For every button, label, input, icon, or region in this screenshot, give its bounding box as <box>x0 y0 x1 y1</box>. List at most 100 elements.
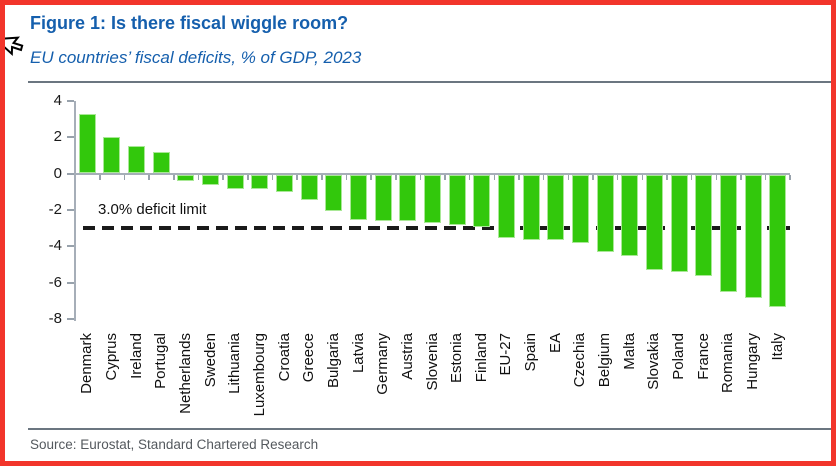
x-label-slovenia: Slovenia <box>423 333 441 391</box>
bar-malta <box>621 175 639 256</box>
bar-germany <box>374 175 392 222</box>
x-label-greece: Greece <box>300 333 318 383</box>
x-label-luxembourg: Luxembourg <box>250 333 268 417</box>
bar-hungary <box>744 175 762 298</box>
cursor-icon <box>5 25 27 62</box>
x-label-ireland: Ireland <box>127 333 145 379</box>
x-tick-7 <box>247 174 249 180</box>
x-tick-17 <box>493 174 496 180</box>
y-tick--8 <box>67 318 74 321</box>
x-label-romania: Romania <box>719 333 737 394</box>
bar-cyprus <box>103 137 121 173</box>
bar-romania <box>719 175 737 293</box>
x-tick-8 <box>271 174 274 180</box>
x-tick-10 <box>321 174 323 180</box>
y-tick-label--2: -2 <box>48 201 62 219</box>
bar-spain <box>522 175 540 240</box>
x-tick-26 <box>715 174 718 180</box>
bar-slovenia <box>424 175 441 224</box>
x-label-cyprus: Cyprus <box>102 333 120 381</box>
bar-slovakia <box>645 175 663 271</box>
x-label-netherlands: Netherlands <box>176 333 194 414</box>
bar-lithuania <box>226 175 244 189</box>
bar-france <box>695 175 713 276</box>
bar-belgium <box>596 175 614 253</box>
bar-greece <box>300 175 318 200</box>
y-tick-label-0: 0 <box>53 164 62 182</box>
y-tick-4 <box>67 100 74 103</box>
y-tick-0 <box>67 172 74 175</box>
x-tick-12 <box>370 174 372 180</box>
x-label-bulgaria: Bulgaria <box>324 333 342 389</box>
x-label-belgium: Belgium <box>596 333 614 388</box>
x-tick-6 <box>222 174 224 180</box>
y-tick-label-4: 4 <box>53 92 62 110</box>
fiscal-deficit-chart: 3.0% deficit limit 4 2 0 -2 -4 -6 -8 Denmark Cyp… <box>5 5 831 461</box>
y-tick--2 <box>67 209 74 212</box>
bar-eu-27 <box>497 175 515 238</box>
x-label-germany: Germany <box>374 333 392 395</box>
x-tick-13 <box>395 174 397 180</box>
x-label-austria: Austria <box>398 333 416 380</box>
x-label-lithuania: Lithuania <box>226 333 244 394</box>
x-tick-4 <box>173 174 175 180</box>
y-axis-line <box>74 101 76 321</box>
x-label-latvia: Latvia <box>349 333 367 374</box>
x-label-ea: EA <box>546 333 564 354</box>
x-label-estonia: Estonia <box>448 333 466 384</box>
bar-estonia <box>448 175 466 226</box>
figure-subtitle: EU countries’ fiscal deficits, % of GDP,… <box>30 48 362 67</box>
y-tick--6 <box>67 281 74 284</box>
deficit-limit-dashed-line <box>83 226 790 230</box>
x-tick-22 <box>616 174 619 180</box>
bar-ea <box>547 175 565 240</box>
y-tick-label--6: -6 <box>48 273 62 291</box>
x-label-croatia: Croatia <box>275 333 293 382</box>
bar-poland <box>670 175 688 273</box>
bar-netherlands <box>177 175 195 182</box>
x-tick-24 <box>666 174 668 180</box>
x-label-denmark: Denmark <box>78 333 96 394</box>
bar-ireland <box>128 146 146 173</box>
source-text: Source: Eurostat, Standard Chartered Res… <box>30 437 319 452</box>
header-rule <box>28 81 831 83</box>
bar-portugal <box>152 151 170 173</box>
x-tick-19 <box>542 174 545 180</box>
bar-finland <box>473 175 491 227</box>
x-tick-2 <box>123 174 126 180</box>
x-tick-25 <box>690 174 693 180</box>
figure-title: Figure 1: Is there fiscal wiggle room? <box>30 13 349 33</box>
x-label-hungary: Hungary <box>744 333 762 390</box>
x-tick-15 <box>444 174 446 180</box>
x-label-malta: Malta <box>620 333 638 370</box>
x-label-slovakia: Slovakia <box>645 333 663 390</box>
x-label-italy: Italy <box>768 333 786 361</box>
x-label-spain: Spain <box>522 333 540 372</box>
bar-luxembourg <box>251 175 269 189</box>
bar-croatia <box>276 175 294 193</box>
x-tick-27 <box>740 174 742 180</box>
x-label-eu-27: EU-27 <box>497 333 515 376</box>
bar-czechia <box>571 175 589 244</box>
footer-rule <box>28 428 831 430</box>
x-tick-18 <box>518 174 520 180</box>
bar-bulgaria <box>325 175 343 211</box>
x-tick-14 <box>419 174 422 180</box>
x-tick-16 <box>468 174 471 180</box>
y-tick--4 <box>67 245 74 248</box>
x-label-poland: Poland <box>670 333 688 380</box>
bar-sweden <box>202 175 220 186</box>
x-label-sweden: Sweden <box>201 333 219 388</box>
x-label-portugal: Portugal <box>152 333 170 389</box>
x-tick-end <box>789 174 791 180</box>
x-tick-28 <box>764 174 767 180</box>
x-label-czechia: Czechia <box>571 333 589 388</box>
x-tick-21 <box>592 174 594 180</box>
x-label-france: France <box>694 333 712 380</box>
y-tick-label-2: 2 <box>53 128 62 146</box>
y-tick-label--8: -8 <box>48 310 62 328</box>
x-tick-20 <box>567 174 570 180</box>
bar-denmark <box>78 113 96 173</box>
deficit-limit-label: 3.0% deficit limit <box>98 201 207 218</box>
